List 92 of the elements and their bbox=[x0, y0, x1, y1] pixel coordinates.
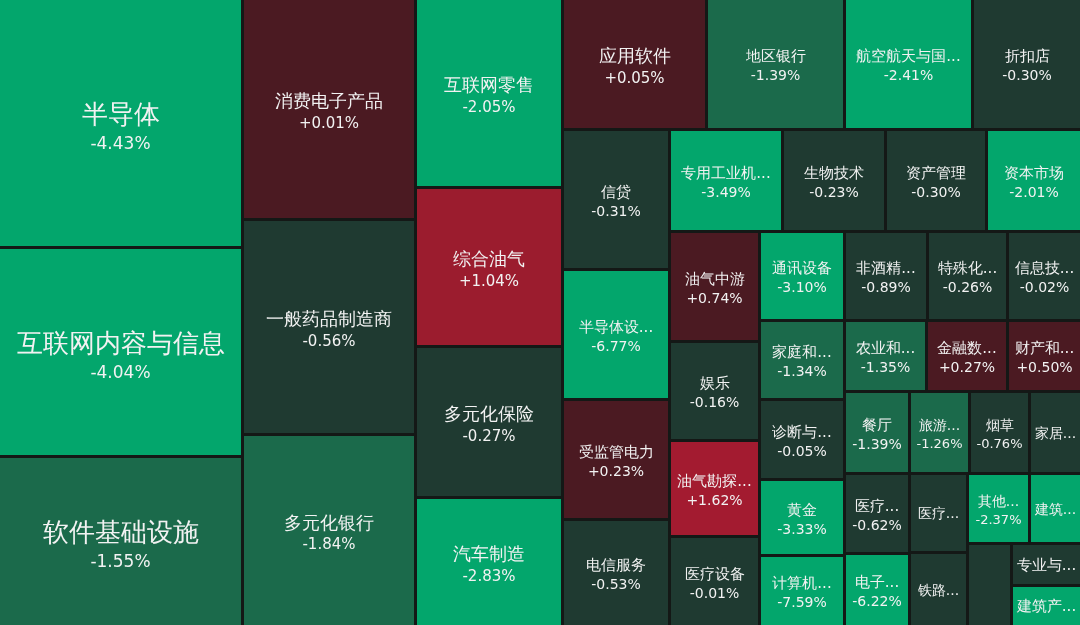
category-label: 电信服务 bbox=[586, 556, 646, 575]
category-label: 汽车制造 bbox=[453, 543, 525, 565]
category-label: 地区银行 bbox=[744, 47, 806, 66]
data-label: +1.62% bbox=[686, 491, 743, 508]
data-label: -2.83% bbox=[462, 566, 516, 585]
category-label: 医疗设备 bbox=[684, 564, 745, 583]
data-label: -0.89% bbox=[861, 279, 911, 296]
category-label: 家居... bbox=[1034, 424, 1077, 441]
category-label: 特殊化... bbox=[937, 259, 998, 278]
data-label: -1.84% bbox=[302, 535, 356, 553]
data-label: -0.16% bbox=[689, 394, 740, 411]
data-label: -2.05% bbox=[462, 97, 516, 116]
data-label: +0.50% bbox=[1016, 359, 1073, 376]
data-label: -1.35% bbox=[860, 359, 911, 376]
data-label: +1.04% bbox=[458, 271, 520, 290]
data-label: +0.27% bbox=[938, 359, 996, 376]
data-label: -3.33% bbox=[777, 520, 827, 537]
category-label: 多元化银行 bbox=[284, 511, 374, 533]
data-label: -1.39% bbox=[852, 435, 902, 452]
category-label: 其他... bbox=[977, 493, 1020, 510]
category-label: 电子... bbox=[854, 573, 900, 592]
data-label: -0.23% bbox=[809, 183, 859, 200]
data-label: -0.05% bbox=[777, 442, 827, 459]
category-label: 铁路... bbox=[916, 581, 960, 598]
category-label: 农业和... bbox=[855, 339, 916, 358]
data-label: -0.30% bbox=[911, 183, 961, 200]
data-label: -0.76% bbox=[976, 435, 1023, 451]
data-label: -0.56% bbox=[302, 331, 356, 350]
category-label: 计算机... bbox=[772, 574, 832, 593]
category-label: 软件基础设施 bbox=[42, 517, 199, 548]
category-label: 医疗... bbox=[917, 505, 960, 521]
data-label: -6.77% bbox=[591, 337, 641, 354]
data-label: -1.26% bbox=[916, 435, 963, 451]
data-label: -0.27% bbox=[462, 426, 516, 445]
category-label: 折扣店 bbox=[1004, 47, 1050, 66]
data-label: -1.39% bbox=[750, 67, 801, 84]
category-label: 金融数... bbox=[937, 339, 997, 358]
data-label: -2.01% bbox=[1009, 183, 1059, 200]
data-label: -6.22% bbox=[852, 593, 902, 610]
data-label: -0.62% bbox=[852, 516, 902, 533]
data-label: -0.02% bbox=[1019, 279, 1070, 296]
category-label: 油气勘探... bbox=[677, 471, 752, 490]
data-label: +0.05% bbox=[604, 68, 665, 87]
category-label: 信息技... bbox=[1014, 259, 1075, 278]
category-label: 多元化保险 bbox=[444, 403, 534, 425]
category-label: 受监管电力 bbox=[578, 442, 654, 461]
category-label: 专用工业机... bbox=[681, 163, 771, 182]
category-label: 一般药品制造商 bbox=[266, 308, 392, 330]
category-label: 黄金 bbox=[787, 500, 817, 519]
data-label: +0.23% bbox=[587, 462, 645, 479]
data-label: -0.01% bbox=[689, 584, 740, 601]
data-label: -0.31% bbox=[591, 202, 641, 219]
data-label: -1.34% bbox=[777, 363, 827, 380]
data-label: -3.49% bbox=[701, 183, 751, 200]
category-label: 消费电子产品 bbox=[275, 90, 383, 112]
category-label: 半导体设... bbox=[578, 317, 654, 336]
category-label: 家庭和... bbox=[772, 343, 832, 362]
category-label: 餐厅 bbox=[862, 415, 892, 434]
data-label: -0.53% bbox=[591, 576, 641, 593]
data-label: -4.04% bbox=[90, 361, 151, 382]
category-label: 互联网内容与信息 bbox=[16, 327, 225, 358]
category-label: 半导体 bbox=[81, 98, 160, 129]
data-label: -2.41% bbox=[883, 67, 934, 84]
category-label: 专业与... bbox=[1016, 555, 1077, 574]
data-label: -7.59% bbox=[777, 594, 827, 611]
data-label: -2.37% bbox=[975, 511, 1022, 527]
data-label: +0.74% bbox=[686, 289, 743, 306]
data-label: +0.01% bbox=[298, 113, 360, 132]
category-label: 烟草 bbox=[985, 417, 1014, 434]
category-label: 油气中游 bbox=[684, 269, 745, 288]
category-label: 建筑产... bbox=[1015, 597, 1077, 615]
category-label: 医疗... bbox=[854, 496, 900, 515]
data-label: -0.26% bbox=[942, 279, 993, 296]
category-label: 资本市场 bbox=[1004, 163, 1064, 182]
data-label: -3.10% bbox=[777, 279, 827, 296]
category-label: 旅游... bbox=[918, 417, 961, 434]
category-label: 互联网零售 bbox=[444, 74, 534, 96]
category-label: 综合油气 bbox=[453, 248, 525, 270]
data-label: -0.30% bbox=[1002, 67, 1052, 84]
category-label: 诊断与... bbox=[772, 422, 832, 441]
category-label: 应用软件 bbox=[598, 45, 671, 67]
data-label: -1.55% bbox=[90, 551, 151, 571]
category-label: 娱乐 bbox=[699, 374, 730, 393]
category-label: 航空航天与国... bbox=[856, 47, 961, 66]
category-label: 通讯设备 bbox=[772, 259, 832, 278]
category-label: 非酒精... bbox=[856, 259, 916, 278]
category-label: 信贷 bbox=[601, 182, 631, 201]
category-label: 生物技术 bbox=[804, 163, 864, 182]
category-label: 资产管理 bbox=[906, 163, 966, 182]
data-label: -4.43% bbox=[90, 132, 151, 153]
category-label: 建筑... bbox=[1033, 500, 1077, 517]
category-label: 财产和... bbox=[1014, 339, 1075, 358]
